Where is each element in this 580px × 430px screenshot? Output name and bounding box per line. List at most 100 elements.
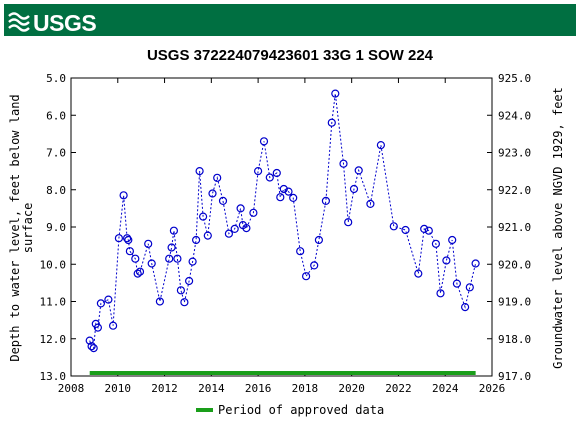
data-point [249, 208, 258, 217]
data-point [133, 269, 142, 278]
data-point [272, 168, 281, 178]
data-point [376, 141, 385, 150]
y-axis-left-label: Depth to water level, feet below land [8, 94, 22, 361]
data-point [218, 196, 228, 205]
data-point [167, 243, 176, 252]
data-point [354, 166, 363, 175]
y-axis-right-label: Groundwater level above NGVD 1929, feet [551, 87, 565, 369]
data-point [104, 295, 113, 304]
data-point [114, 234, 124, 243]
data-point [119, 191, 128, 200]
y2-tick-label: 918.0 [498, 333, 531, 346]
data-point [188, 257, 197, 266]
data-point [259, 137, 269, 146]
x-tick-label: 2026 [479, 382, 506, 395]
data-point [344, 218, 353, 227]
y-tick-label: 5.0 [46, 72, 66, 85]
data-point [327, 118, 336, 127]
data-point [89, 344, 98, 353]
y-axis-left-label-line2: surface [21, 203, 35, 254]
data-point [125, 247, 134, 256]
data-point [96, 299, 106, 308]
data-point [424, 226, 433, 235]
data-point [452, 279, 461, 288]
data-point [236, 204, 245, 213]
data-point [254, 167, 263, 176]
data-point [389, 222, 398, 231]
data-point [284, 187, 293, 196]
y-tick-label: 9.0 [46, 221, 66, 234]
y2-tick-label: 925.0 [498, 72, 531, 85]
y-tick-label: 13.0 [40, 370, 67, 383]
data-point [420, 224, 429, 233]
data-point [442, 256, 451, 265]
usgs-wave-icon [8, 12, 30, 32]
data-point [414, 269, 423, 278]
y-tick-label: 6.0 [46, 109, 66, 122]
data-point [465, 283, 474, 292]
y2-tick-label: 922.0 [498, 184, 531, 197]
data-point [131, 254, 140, 263]
data-point [230, 224, 239, 233]
x-tick-label: 2024 [432, 382, 459, 395]
data-point [436, 289, 445, 298]
y2-tick-label: 921.0 [498, 221, 531, 234]
data-point [302, 272, 311, 281]
data-point [276, 193, 285, 202]
data-point [135, 267, 145, 276]
data-point [93, 323, 103, 332]
usgs-logo[interactable]: USGS [8, 10, 97, 36]
x-tick-label: 2018 [292, 382, 319, 395]
usgs-logo-text: USGS [33, 10, 96, 36]
data-point [242, 224, 251, 233]
y2-tick-label: 920.0 [498, 258, 531, 271]
y-tick-label: 7.0 [46, 147, 66, 160]
y2-tick-label: 923.0 [498, 147, 531, 160]
data-point [208, 189, 217, 198]
data-point [349, 184, 359, 194]
y2-tick-label: 919.0 [498, 296, 531, 309]
legend-label: Period of approved data [218, 403, 384, 417]
x-tick-label: 2022 [385, 382, 412, 395]
y2-tick-label: 924.0 [498, 109, 531, 122]
series-line [89, 93, 477, 350]
data-point [147, 259, 156, 268]
y-tick-label: 10.0 [40, 258, 67, 271]
data-series [85, 89, 480, 353]
data-point [185, 276, 194, 286]
data-point [471, 259, 480, 268]
data-point [321, 196, 330, 205]
data-point [165, 254, 174, 263]
y2-tick-label: 917.0 [498, 370, 531, 383]
data-point [124, 235, 133, 245]
data-point [213, 173, 222, 182]
chart-title: USGS 372224079423601 33G 1 SOW 224 [147, 47, 434, 64]
data-point [180, 298, 189, 307]
data-point [296, 247, 305, 256]
data-point [87, 342, 96, 351]
data-point [199, 212, 208, 221]
data-point [314, 235, 323, 245]
x-tick-label: 2016 [245, 382, 272, 395]
data-point [289, 193, 298, 202]
data-point [122, 234, 132, 243]
x-tick-label: 2020 [338, 382, 365, 395]
y-tick-label: 12.0 [40, 333, 67, 346]
data-point [448, 235, 457, 245]
usgs-header-bar [4, 4, 576, 36]
x-tick-label: 2008 [58, 382, 85, 395]
data-point [366, 199, 375, 208]
data-point [431, 239, 440, 248]
data-point [203, 231, 212, 240]
data-point [108, 321, 118, 330]
axis-ticks: 2008 2010 2012 2014 2016 2018 2020 2022 2024 2026… [40, 72, 532, 395]
data-point [331, 89, 340, 98]
data-point [173, 254, 182, 263]
data-point [265, 173, 274, 182]
data-point [192, 235, 201, 245]
data-point [401, 225, 410, 235]
legend: Period of approved data [196, 403, 384, 417]
y-tick-label: 11.0 [40, 296, 67, 309]
x-tick-label: 2014 [198, 382, 225, 395]
